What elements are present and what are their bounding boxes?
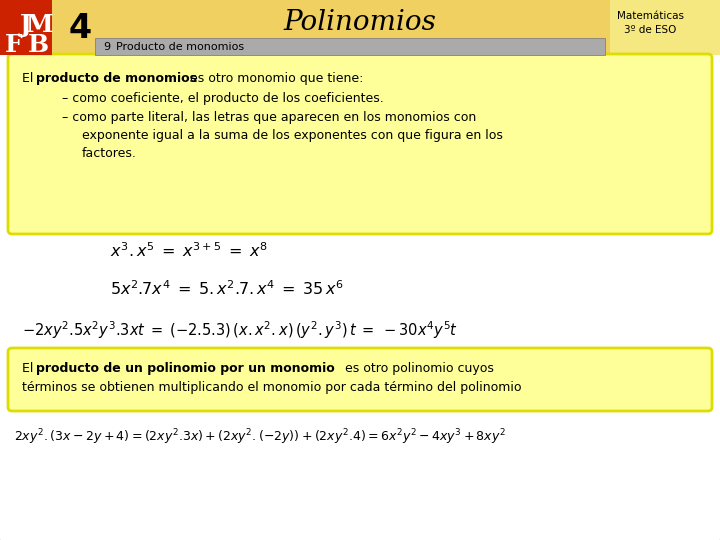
Text: B: B: [27, 33, 48, 57]
Text: 4: 4: [68, 11, 91, 44]
Bar: [0, 0, 52, 55]
Bar: [50, 0, 605, 55]
Text: es otro monomio que tiene:: es otro monomio que tiene:: [186, 72, 364, 85]
Text: El: El: [22, 362, 37, 375]
Text: factores.: factores.: [82, 147, 137, 160]
Bar: [50, 0, 80, 55]
Text: $-2xy^2 . 5x^2y^3 . 3xt \;=\; (-2 . 5 . 3)\,(x . x^2 . x)\,(y^2 . y^3)\,t \;=\; : $-2xy^2 . 5x^2y^3 . 3xt \;=\; (-2 . 5 . …: [22, 319, 458, 341]
Text: exponente igual a la suma de los exponentes con que figura en los: exponente igual a la suma de los exponen…: [82, 129, 503, 142]
Text: producto de un polinomio por un monomio: producto de un polinomio por un monomio: [36, 362, 335, 375]
Text: $5x^2 . 7x^4 \;=\; 5 . x^2 . 7 . x^4 \;=\; 35\,x^6$: $5x^2 . 7x^4 \;=\; 5 . x^2 . 7 . x^4 \;=…: [110, 281, 344, 299]
FancyBboxPatch shape: [8, 54, 712, 234]
FancyBboxPatch shape: [8, 348, 712, 411]
Text: producto de monomios: producto de monomios: [36, 72, 197, 85]
Text: M: M: [26, 13, 54, 37]
Text: $2xy^2 . (3x - 2y + 4) = (2xy^2 . 3x) + (2xy^2 . (-2y)) + (2xy^2 . 4) = 6x^2y^2 : $2xy^2 . (3x - 2y + 4) = (2xy^2 . 3x) + …: [14, 427, 506, 447]
Text: J: J: [20, 13, 32, 37]
Text: F: F: [5, 33, 23, 57]
Text: es otro polinomio cuyos: es otro polinomio cuyos: [341, 362, 494, 375]
Text: 9: 9: [103, 42, 110, 51]
Text: – como coeficiente, el producto de los coeficientes.: – como coeficiente, el producto de los c…: [62, 92, 384, 105]
Text: Matemáticas: Matemáticas: [616, 11, 683, 21]
Text: Polinomios: Polinomios: [284, 10, 436, 37]
Text: términos se obtienen multiplicando el monomio por cada término del polinomio: términos se obtienen multiplicando el mo…: [22, 381, 521, 394]
Bar: [95, 38, 605, 55]
Text: El: El: [22, 72, 37, 85]
Text: $x^3 . x^5 \;=\; x^{3+5} \;=\; x^8$: $x^3 . x^5 \;=\; x^{3+5} \;=\; x^8$: [110, 242, 268, 261]
Text: Producto de monomios: Producto de monomios: [116, 42, 244, 51]
Bar: [50, 0, 610, 55]
Text: – como parte literal, las letras que aparecen en los monomios con: – como parte literal, las letras que apa…: [62, 111, 476, 124]
FancyBboxPatch shape: [0, 0, 720, 55]
Text: 3º de ESO: 3º de ESO: [624, 25, 676, 35]
